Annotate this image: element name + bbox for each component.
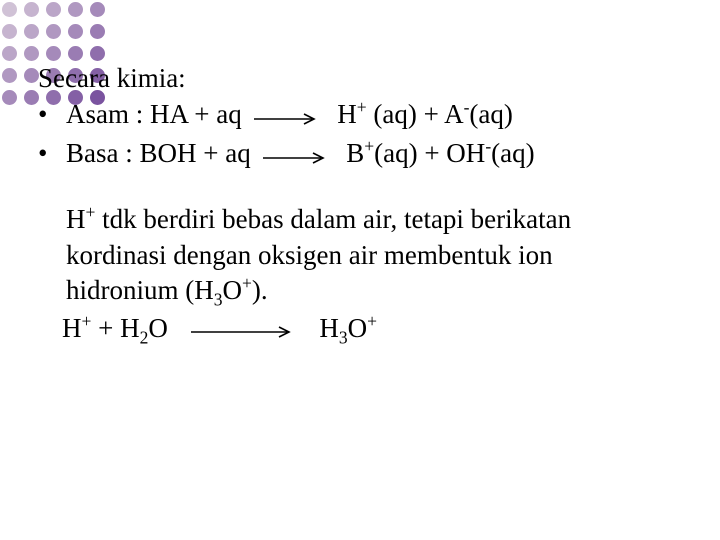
decor-dot xyxy=(90,24,105,39)
intro-text: Secara kimia: xyxy=(38,60,690,96)
decor-dot xyxy=(24,46,39,61)
decor-dot xyxy=(2,68,17,83)
decor-dot xyxy=(90,46,105,61)
decor-dot xyxy=(46,2,61,17)
decor-dot xyxy=(24,2,39,17)
paragraph: H+ tdk berdiri bebas dalam air, tetapi b… xyxy=(38,202,658,307)
basa-lhs: Basa : BOH + aq xyxy=(66,135,251,171)
asam-lhs: Asam : HA + aq xyxy=(66,96,242,132)
decor-dot xyxy=(46,24,61,39)
hydronium-lhs: H+ + H2O xyxy=(62,313,168,343)
decor-dot xyxy=(2,24,17,39)
decor-dot xyxy=(2,46,17,61)
reaction-basa: • Basa : BOH + aq B+(aq) + OH-(aq) xyxy=(38,135,690,174)
hydronium-equation: H+ + H2O H3O+ xyxy=(38,310,690,349)
bullet-icon: • xyxy=(38,99,66,130)
arrow-icon xyxy=(189,312,299,348)
basa-rhs: B+(aq) + OH-(aq) xyxy=(346,135,534,171)
decor-dot xyxy=(68,24,83,39)
decor-dot xyxy=(2,90,17,105)
decor-dot xyxy=(90,2,105,17)
bullet-icon: • xyxy=(38,138,66,169)
asam-rhs: H+ (aq) + A-(aq) xyxy=(337,96,513,132)
decor-dot xyxy=(2,2,17,17)
decor-dot xyxy=(24,68,39,83)
decor-dot xyxy=(68,46,83,61)
decor-dot xyxy=(46,46,61,61)
decor-dot xyxy=(24,90,39,105)
reaction-asam: • Asam : HA + aq H+ (aq) + A-(aq) xyxy=(38,96,690,135)
decor-dot xyxy=(24,24,39,39)
arrow-icon xyxy=(252,99,322,135)
decor-dot xyxy=(68,2,83,17)
slide-content: Secara kimia: • Asam : HA + aq H+ (aq) +… xyxy=(38,60,690,349)
hydronium-rhs: H3O+ xyxy=(319,313,377,343)
arrow-icon xyxy=(261,138,331,174)
